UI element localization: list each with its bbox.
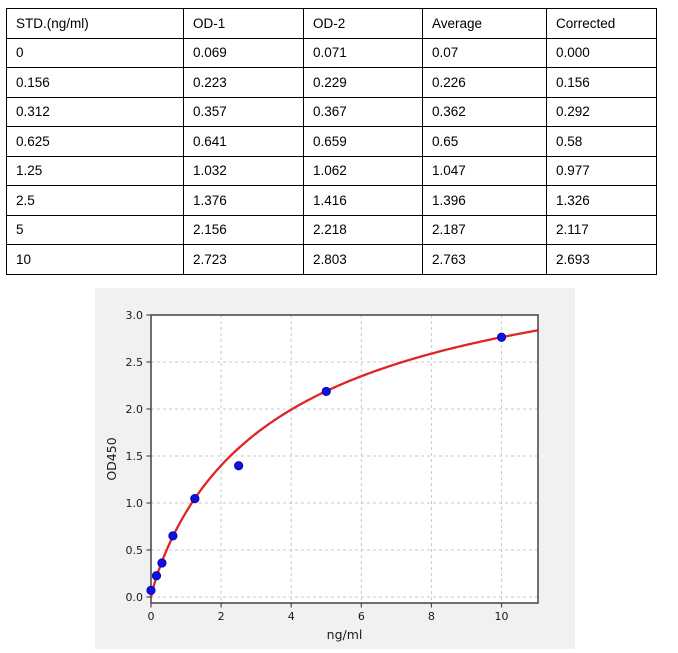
table-row: 0 0.069 0.071 0.07 0.000 [6,37,657,68]
table-cell: 2.156 [183,214,304,245]
standards-table: STD.(ng/ml) OD-1 OD-2 Average Corrected 0 0.0… [6,8,657,275]
table-row: 0.625 0.641 0.659 0.65 0.58 [6,126,657,157]
table-cell: 0.223 [183,67,304,98]
axes-spines [150,314,539,604]
table-row: 0.156 0.223 0.229 0.226 0.156 [6,67,657,98]
table-cell: 0.156 [546,67,657,98]
table-cell: 0 [6,37,184,68]
table-cell: 1.396 [422,185,547,216]
table-cell: 0.357 [183,96,304,127]
data-point [146,585,156,595]
table-cell: 0.362 [422,96,547,127]
table-cell: 0.65 [422,126,547,157]
x-tick-label: 10 [495,610,509,623]
table-row: 5 2.156 2.218 2.187 2.117 [6,214,657,245]
table-cell: 5 [6,214,184,245]
y-tick-label: 3.0 [126,309,144,322]
y-tick-label: 2.5 [126,356,144,369]
table-cell: 0.07 [422,37,547,68]
data-point [151,571,162,581]
column-header: STD.(ng/ml) [6,8,184,39]
table-cell: 0.156 [6,67,184,98]
table-cell: 1.25 [6,155,184,186]
table-cell: 1.032 [183,155,304,186]
x-tick-label: 0 [148,610,155,623]
table-cell: 2.5 [6,185,184,216]
table-cell: 2.218 [303,214,423,245]
table-cell: 0.229 [303,67,423,98]
table-cell: 0.292 [546,96,657,127]
table-cell: 2.187 [422,214,547,245]
column-header: OD-2 [303,8,423,39]
table-cell: 0.659 [303,126,423,157]
table-body: 0 0.069 0.071 0.07 0.000 0.156 0.223 0.229 0.226… [6,37,657,275]
standard-curve-figure: 0 2 4 6 8 10 0.0 0.5 1.0 1.5 2.0 2.5 3.0 ng/ml OD450 [95,288,575,649]
table-row: 2.5 1.376 1.416 1.396 1.326 [6,185,657,216]
table-cell: 0.226 [422,67,547,98]
table-cell: 2.117 [546,214,657,245]
table-cell: 1.326 [546,185,657,216]
table-row: 0.312 0.357 0.367 0.362 0.292 [6,96,657,127]
y-tick-label: 0.0 [126,591,144,604]
table-cell: 2.693 [546,244,657,275]
x-tick-label: 4 [288,610,295,623]
data-point [496,332,507,342]
x-tick-label: 8 [428,610,435,623]
data-point [321,386,331,397]
table-cell: 10 [6,244,184,275]
y-tick-label: 1.5 [126,450,144,463]
table-cell: 0.977 [546,155,657,186]
y-tick-label: 1.0 [126,497,144,510]
fit-curve [149,329,540,599]
table-cell: 0.071 [303,37,423,68]
column-header: Average [422,8,547,39]
table-cell: 1.062 [303,155,423,186]
x-tick-label: 2 [218,610,225,623]
column-header: Corrected [546,8,657,39]
table-row: 10 2.723 2.803 2.763 2.693 [6,244,657,275]
data-point [234,461,244,471]
table-cell: 0.367 [303,96,423,127]
table-row: STD.(ng/ml) OD-1 OD-2 Average Corrected [6,8,657,39]
table-cell: 2.803 [303,244,423,275]
column-header: OD-1 [183,8,304,39]
table-cell: 1.047 [422,155,547,186]
y-axis-label: OD450 [104,437,119,480]
table-cell: 2.723 [183,244,304,275]
table-cell: 1.416 [303,185,423,216]
table-cell: 0.069 [183,37,304,68]
table-cell: 1.376 [183,185,304,216]
y-tick-label: 0.5 [126,544,144,557]
x-axis-label: ng/ml [327,627,363,642]
table-cell: 2.763 [422,244,547,275]
data-point [190,493,200,504]
y-tick-label: 2.0 [126,403,144,416]
data-point [157,558,167,568]
table-cell: 0.312 [6,96,184,127]
table-row: 1.25 1.032 1.062 1.047 0.977 [6,155,657,186]
table-cell: 0.641 [183,126,304,157]
data-point [168,531,178,541]
plot-area [151,315,538,603]
table-cell: 0.625 [6,126,184,157]
x-tick-label: 6 [358,610,365,623]
table-header-row: STD.(ng/ml) OD-1 OD-2 Average Corrected [6,8,657,39]
table-cell: 0.000 [546,37,657,68]
table-cell: 0.58 [546,126,657,157]
standard-curve-chart: 0 2 4 6 8 10 0.0 0.5 1.0 1.5 2.0 2.5 3.0 ng/ml OD450 [95,288,575,649]
